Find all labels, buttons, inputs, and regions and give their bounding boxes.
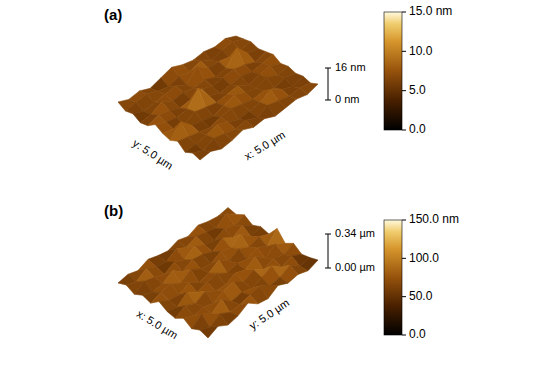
axis-label: y: 5.0 µm: [247, 296, 291, 331]
z-tick: [325, 268, 331, 269]
colorbar-label: 5.0: [409, 83, 426, 97]
surface-cell: [181, 269, 199, 283]
colorbar-tick: [402, 335, 406, 336]
surface-cell: [200, 326, 218, 338]
surface-cell: [203, 138, 221, 151]
surface-cell: [163, 271, 181, 284]
colorbar: [384, 12, 402, 130]
figure: (a) x: 5.0 µm y: 5.0 µm 0 nm 16 nm 0.0 5.0 10.0…: [0, 0, 560, 366]
surface-cell: [257, 105, 275, 118]
colorbar-label: 50.0: [409, 289, 433, 303]
axis-label: x: 5.0 µm: [242, 128, 287, 162]
colorbar-label: 100.0: [409, 251, 439, 265]
colorbar-tick: [402, 12, 406, 13]
colorbar: [384, 220, 402, 335]
colorbar-tick: [402, 296, 406, 297]
surface: [118, 36, 318, 160]
surface-cell: [212, 299, 230, 314]
colorbar-label: 10.0: [409, 44, 433, 58]
colorbar-tick: [402, 258, 406, 259]
colorbar-label: 15.0 nm: [409, 4, 452, 18]
surface-cell: [235, 120, 253, 129]
surface-cell: [209, 260, 227, 274]
z-axis: [328, 234, 329, 268]
z-tick-label: 0.00 µm: [335, 261, 375, 273]
surface-cell: [245, 257, 263, 270]
surface-cell: [210, 314, 228, 328]
z-tick-label: 0.34 µm: [335, 227, 375, 239]
z-tick: [325, 68, 331, 69]
colorbar-tick: [402, 130, 406, 131]
surface-cell: [192, 314, 210, 330]
panel: (a) x: 5.0 µm y: 5.0 µm 0 nm 16 nm 0.0 5.0 10.0…: [104, 4, 452, 171]
colorbar-tick: [402, 90, 406, 91]
colorbar-label: 0.0: [409, 327, 426, 341]
panel-letter: (b): [104, 202, 123, 219]
z-axis: [328, 68, 329, 100]
z-tick-label: 16 nm: [335, 61, 366, 73]
colorbar-label: 0.0: [409, 122, 426, 136]
colorbar-tick: [402, 51, 406, 52]
z-tick: [325, 100, 331, 101]
panel: (b) x: 5.0 µm y: 5.0 µm 0.00 µm 0.34 µm 0.0 50…: [104, 202, 459, 341]
surface-cell: [231, 234, 249, 249]
colorbar-label: 150.0 nm: [409, 212, 459, 226]
colorbar-tick: [402, 220, 406, 221]
surface-cell: [240, 295, 258, 305]
surface-cell: [193, 151, 211, 160]
z-tick: [325, 234, 331, 235]
surface-cell: [234, 215, 252, 226]
surface-cell: [270, 277, 288, 286]
surface-cell: [193, 52, 211, 61]
surface-cell: [283, 243, 301, 256]
axis-label: x: 5.0 µm: [135, 308, 180, 342]
surface-cell: [230, 76, 248, 85]
axis-label: y: 5.0 µm: [131, 137, 176, 172]
panel-letter: (a): [104, 6, 122, 23]
z-tick-label: 0 nm: [335, 93, 359, 105]
surface-cell: [249, 237, 267, 248]
